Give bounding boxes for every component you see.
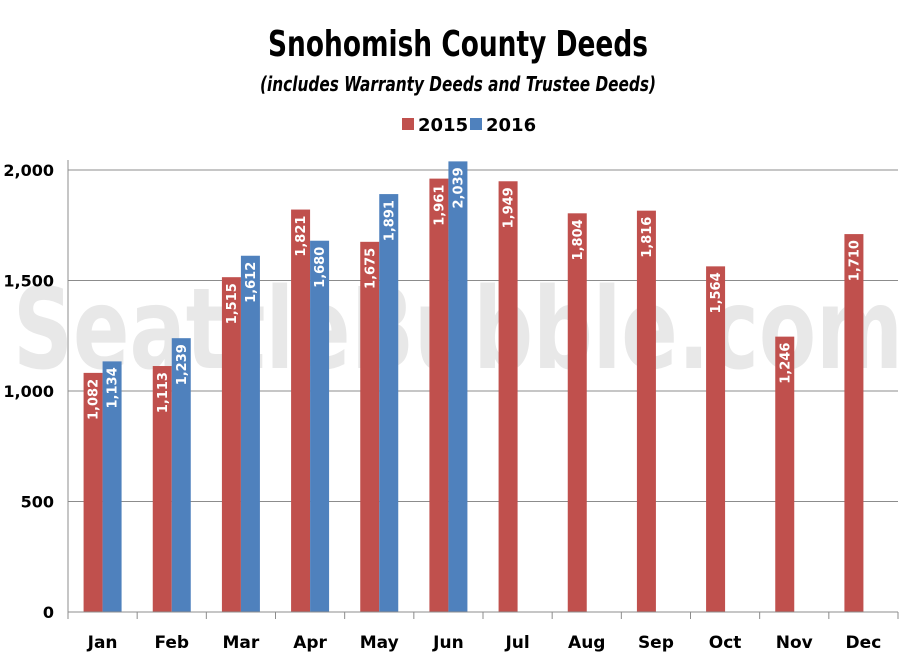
x-tick-label: Jun: [432, 633, 464, 653]
bar-2016-Mar: [240, 255, 260, 613]
legend-swatch-2015: [402, 118, 414, 130]
bar-data-label: 1,680: [313, 247, 328, 288]
gridlines: [68, 169, 898, 502]
bar-labels: 1,082 1,134 1,113 1,239 1,515 1,612 1,821 1,680…: [87, 167, 863, 420]
bar-2015-Mar: [221, 277, 241, 612]
axes: 0 500 1,000 1,500 2,000 Jan Feb Mar Apr May Jun Jul…: [3, 160, 899, 653]
legend-swatch-2016: [470, 118, 482, 130]
y-tick-label: 0: [43, 603, 54, 622]
bar-data-label: 1,564: [709, 272, 724, 313]
bar-2015-Jan: [83, 372, 103, 612]
bar-2016-Jun: [448, 161, 468, 613]
bar-2015-May: [360, 241, 380, 612]
y-tick-label: 2,000: [3, 161, 54, 180]
bar-data-label: 1,949: [502, 187, 517, 228]
bar-2015-Dec: [844, 234, 864, 612]
bar-data-label: 1,612: [244, 262, 259, 303]
x-tick-label: Jul: [504, 633, 529, 653]
x-tick-label: Dec: [846, 633, 882, 653]
bar-2016-Apr: [310, 240, 330, 612]
legend-label: 2016: [486, 115, 536, 136]
y-tick-label: 1,500: [3, 272, 54, 291]
bar-data-label: 1,239: [175, 344, 190, 385]
bar-2015-Nov: [775, 336, 795, 612]
x-tick-label: Sep: [638, 633, 674, 653]
x-tick-label: Mar: [223, 633, 260, 653]
x-tick-label: Nov: [776, 633, 813, 653]
chart-title: Snohomish County Deeds: [268, 24, 648, 65]
x-tick-label: Aug: [568, 633, 605, 653]
bar-data-label: 1,710: [847, 240, 862, 281]
y-tick-label: 500: [21, 493, 54, 512]
legend: 2015 2016: [402, 115, 536, 136]
x-tick-label: Oct: [709, 633, 742, 653]
bar-data-label: 1,804: [571, 219, 586, 260]
bar-data-label: 2,039: [451, 167, 466, 208]
bar-data-label: 1,134: [106, 367, 121, 408]
x-tick-label: Apr: [293, 633, 327, 653]
x-tick-label: May: [360, 633, 399, 653]
bar-2015-Feb: [152, 366, 172, 612]
bar-2015-Jul: [498, 181, 518, 612]
bar-data-label: 1,246: [778, 343, 793, 384]
bars: [83, 161, 864, 613]
bar-data-label: 1,515: [225, 283, 240, 324]
chart-subtitle: (includes Warranty Deeds and Trustee Dee…: [260, 72, 656, 96]
legend-label: 2015: [418, 115, 468, 136]
bar-data-label: 1,675: [363, 248, 378, 289]
bar-data-label: 1,821: [294, 216, 309, 257]
bar-data-label: 1,082: [87, 379, 102, 420]
x-tick-label: Feb: [154, 633, 189, 653]
bar-2015-Aug: [567, 213, 587, 613]
bar-2015-Apr: [291, 209, 311, 612]
bar-2015-Sep: [636, 210, 656, 612]
x-tick-label: Jan: [87, 633, 118, 653]
bar-data-label: 1,961: [432, 185, 447, 226]
bar-2015-Oct: [706, 266, 726, 612]
bar-2015-Jun: [429, 178, 449, 612]
bar-data-label: 1,113: [156, 372, 171, 413]
bar-2016-Feb: [171, 338, 191, 612]
bar-data-label: 1,891: [382, 200, 397, 241]
y-tick-label: 1,000: [3, 382, 54, 401]
bar-data-label: 1,816: [640, 217, 655, 258]
bar-2016-Jan: [102, 361, 122, 612]
bar-2016-May: [379, 194, 399, 613]
